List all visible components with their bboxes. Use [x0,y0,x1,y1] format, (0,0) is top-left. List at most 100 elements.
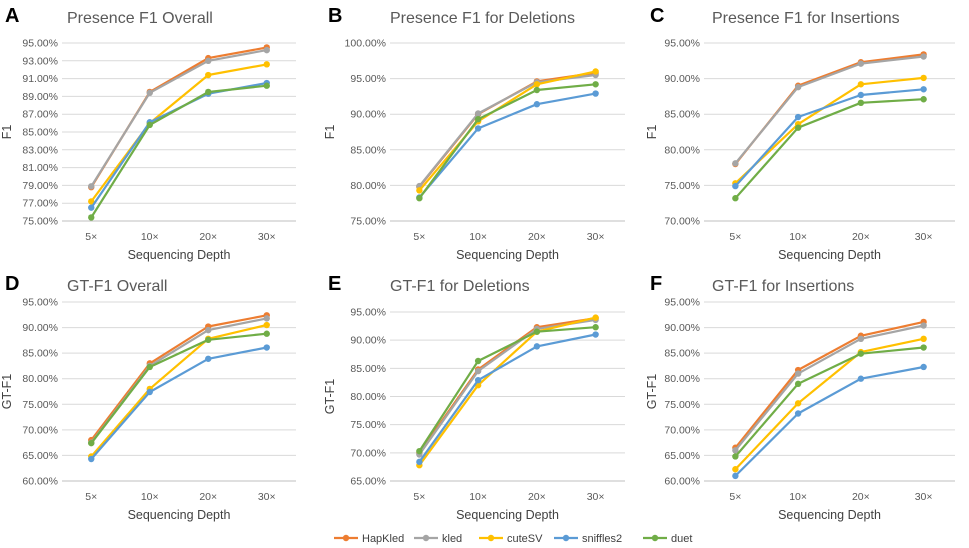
panel-letter: E [328,273,341,295]
x-tick-label: 20× [852,231,870,243]
data-point-duet [794,380,802,388]
y-tick-label: 70.00% [22,424,58,436]
chart-panel-f: F GT-F1 for Insertions 60.00% 65.00% 70.00% 7… [645,273,955,522]
y-tick-label: 95.00% [350,73,386,85]
series-line-sniffles2 [734,365,924,477]
series-line-kled [90,49,267,187]
series-line-duet [418,326,596,452]
chart-panel-b: B Presence F1 for Deletions 75.00% 80.00% 85… [323,5,625,262]
data-point-kled [263,46,270,54]
chart-panel-e: E GT-F1 for Deletions 65.00% 70.00% 75.00% 80… [323,273,625,522]
series-line-duet [90,84,267,218]
data-point-duet [533,86,541,94]
data-point-cutesv [592,314,599,321]
data-point-duet [146,363,153,371]
legend-item-cutesv: cuteSV [479,533,543,545]
data-point-kled [732,160,739,167]
x-tick-label: 30× [587,491,605,503]
data-point-cutesv [416,187,423,194]
x-axis-label: Sequencing Depth [778,508,881,522]
x-axis-label: Sequencing Depth [128,248,231,262]
data-point-duet [263,82,270,89]
series-line-duet [734,346,924,458]
data-point-sniffles2 [146,388,153,396]
data-point-duet [794,124,802,131]
data-point-duet [474,115,482,123]
y-axis-label: GT-F1 [0,374,14,409]
y-tick-label: 79.00% [22,180,58,192]
legend-item-duet: duet [643,533,692,545]
series-line-sniffles2 [418,333,596,463]
data-point-cutesv [857,81,865,88]
y-tick-label: 93.00% [22,55,58,67]
panel-letter: B [328,5,342,27]
y-tick-label: 100.00% [345,38,386,50]
x-tick-label: 20× [528,491,546,503]
data-point-sniffles2 [857,375,865,382]
x-axis-label: Sequencing Depth [128,508,231,522]
data-point-duet [88,439,95,447]
legend-label: cuteSV [507,533,543,545]
y-tick-label: 95.00% [22,297,58,309]
data-point-kled [205,57,212,64]
legend-marker [562,534,570,542]
data-point-duet [592,324,599,331]
legend-item-sniffles2: sniffles2 [554,533,622,545]
chart-title: Presence F1 for Deletions [390,10,575,27]
series-line-hapkled [734,53,924,165]
y-tick-label: 81.00% [22,162,58,174]
data-point-duet [857,350,865,357]
x-tick-label: 20× [199,231,217,243]
series-line-cutesv [90,323,268,458]
data-point-kled [794,370,802,377]
y-axis-label: GT-F1 [645,374,659,409]
x-tick-label: 20× [199,491,217,503]
chart-title: GT-F1 for Deletions [390,278,530,295]
x-tick-label: 30× [915,231,933,243]
data-point-kled [920,322,927,329]
data-point-duet [88,214,95,221]
data-point-sniffles2 [592,331,599,338]
legend-item-hapkled: HapKled [334,533,404,545]
series-line-cutesv [90,63,267,203]
series-line-kled [418,73,596,187]
y-tick-label: 85.00% [664,348,700,360]
x-tick-label: 30× [258,491,276,503]
data-point-duet [732,195,739,202]
x-tick-label: 30× [587,231,605,243]
data-point-cutesv [263,321,270,329]
y-tick-label: 90.00% [664,322,700,334]
y-axis-label: F1 [0,125,14,140]
data-point-cutesv [794,400,802,407]
y-tick-label: 85.00% [22,127,58,139]
series-line-cutesv [418,70,596,192]
y-tick-label: 75.00% [22,399,58,411]
y-tick-label: 75.00% [22,216,58,228]
data-point-kled [205,326,212,334]
data-point-cutesv [88,198,95,205]
data-point-sniffles2 [474,125,482,132]
x-tick-label: 10× [469,491,487,503]
chart-title: GT-F1 for Insertions [712,278,854,295]
data-point-kled [146,89,153,97]
y-axis-label: F1 [645,125,659,140]
y-tick-label: 87.00% [22,109,58,121]
legend-item-kled: kled [414,533,462,545]
data-point-sniffles2 [263,344,270,351]
data-point-sniffles2 [857,91,865,99]
series-line-duet [418,83,596,199]
y-tick-label: 91.00% [22,73,58,85]
series-line-sniffles2 [90,346,268,460]
data-point-sniffles2 [533,343,541,350]
data-point-duet [732,453,739,460]
y-tick-label: 65.00% [350,476,386,488]
data-point-sniffles2 [474,376,482,384]
x-tick-label: 10× [789,231,807,243]
x-tick-label: 5× [413,231,425,243]
series-line-hapkled [418,71,596,188]
y-tick-label: 89.00% [22,91,58,103]
y-tick-label: 95.00% [350,307,386,319]
x-tick-label: 30× [258,231,276,243]
data-point-sniffles2 [416,458,423,466]
